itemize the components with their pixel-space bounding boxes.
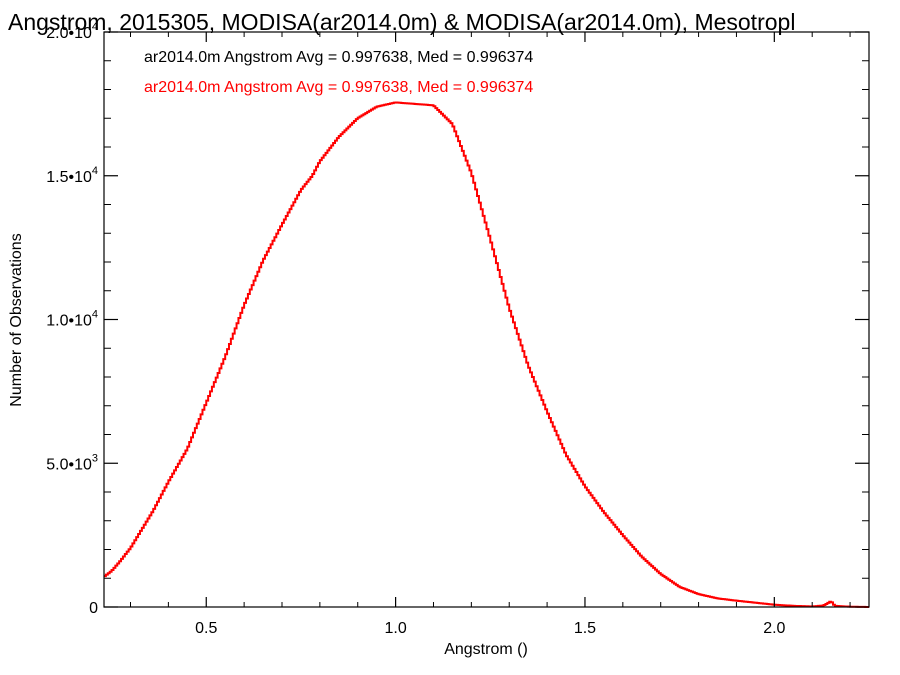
x-tick-label: 2.0 [763, 620, 785, 637]
chart-title: Angstrom, 2015305, MODISA(ar2014.0m) & M… [8, 9, 795, 35]
y-tick-label: 5.0•103 [46, 452, 98, 473]
y-tick-label: 0 [89, 600, 98, 617]
x-axis-label: Angstrom () [444, 641, 528, 658]
y-tick-label: 2.0•104 [46, 21, 98, 42]
histogram-series-0 [104, 101, 869, 608]
y-tick-label: 1.0•104 [46, 309, 98, 330]
annotation-black: ar2014.0m Angstrom Avg = 0.997638, Med =… [144, 49, 533, 66]
x-tick-label: 0.5 [195, 620, 217, 637]
x-tick-label: 1.5 [574, 620, 596, 637]
y-tick-label: 1.5•104 [46, 165, 98, 186]
y-axis-label: Number of Observations [8, 233, 25, 406]
x-tick-label: 1.0 [384, 620, 406, 637]
y-axis-ticks: 0 5.0•103 1.0•104 1.5•104 2.0•104 [46, 21, 869, 617]
x-axis-ticks: 0.5 1.0 1.5 2.0 [130, 32, 851, 637]
annotation-red: ar2014.0m Angstrom Avg = 0.997638, Med =… [144, 79, 533, 96]
series-layer [104, 101, 869, 608]
